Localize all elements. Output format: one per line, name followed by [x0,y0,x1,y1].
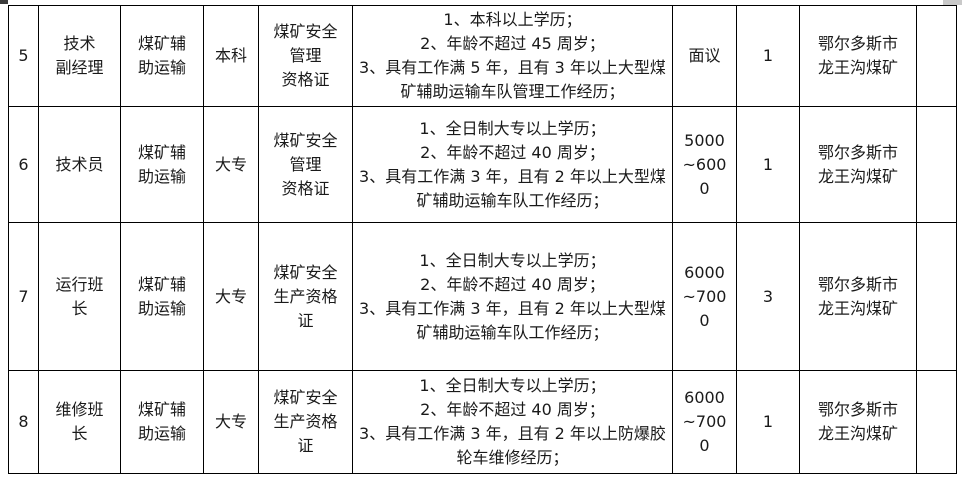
cell-count: 1 [736,106,800,223]
department: 煤矿辅 助运输 [137,34,186,77]
education: 大专 [214,286,247,306]
row-number: 7 [18,286,29,306]
cell-salary: 面议 [672,5,737,107]
position-title: 技术 副经理 [55,34,104,77]
cell-row-number: 8 [8,370,39,474]
requirement-item: 3、具有工作满 3 年，且有 2 年以上大型煤矿辅助运输车队工作经历； [359,166,666,210]
salary: 面议 [688,46,721,66]
requirement-item: 3、具有工作满 3 年，且有 2 年以上大型煤矿辅助运输车队工作经历； [359,298,666,342]
cell-row-number: 5 [8,5,39,107]
requirement-item: 1、本科以上学历； [443,10,582,29]
cell-location: 鄂尔多斯市 龙王沟煤矿 [799,106,917,223]
table-row: 5 技术 副经理 煤矿辅 助运输 本科 煤矿安全 管理 资格证 1、本科以上学历… [8,5,957,107]
position-title: 维修班 长 [55,400,104,443]
position-title: 技术员 [55,154,104,174]
cell-position: 技术 副经理 [38,5,121,107]
cell-row-number: 6 [8,106,39,223]
certificate: 煤矿安全 生产资格 证 [273,262,338,330]
position-title: 运行班 长 [55,274,104,318]
cell-education: 大专 [203,370,259,474]
cell-department: 煤矿辅 助运输 [120,370,204,474]
department: 煤矿辅 助运输 [137,142,186,186]
cell-certificate: 煤矿安全 生产资格 证 [258,222,353,371]
requirement-item: 3、具有工作满 5 年，且有 3 年以上大型煤矿辅助运输车队管理工作经历； [359,58,666,101]
cell-department: 煤矿辅 助运输 [120,5,204,107]
requirement-item: 1、全日制大专以上学历； [419,118,606,138]
salary: 6000~7000 [682,262,727,330]
cell-education: 大专 [203,222,259,371]
cell-requirements: 1、全日制大专以上学历； 2、年龄不超过 40 周岁； 3、具有工作满 3 年，… [352,222,673,371]
requirement-item: 3、具有工作满 3 年，且有 2 年以上防爆胶轮车维修经历； [359,424,666,467]
education: 大专 [214,154,247,174]
cell-row-number: 7 [8,222,39,371]
cell-certificate: 煤矿安全 生产资格 证 [258,370,353,474]
work-location: 鄂尔多斯市 龙王沟煤矿 [817,274,898,318]
cell-certificate: 煤矿安全 管理 资格证 [258,5,353,107]
table-row: 8 维修班 长 煤矿辅 助运输 大专 煤矿安全 生产资格 证 1、全日制大专以上… [8,370,957,474]
salary: 5000~6000 [682,130,727,198]
cell-department: 煤矿辅 助运输 [120,106,204,223]
table-corner-mark [0,0,8,4]
work-location: 鄂尔多斯市 龙王沟煤矿 [817,400,898,443]
department: 煤矿辅 助运输 [137,400,186,443]
headcount: 1 [762,46,774,65]
requirement-item: 2、年龄不超过 40 周岁； [420,142,605,162]
requirement-item: 2、年龄不超过 40 周岁； [420,400,605,419]
cell-education: 大专 [203,106,259,223]
cell-location: 鄂尔多斯市 龙王沟煤矿 [799,370,917,474]
cell-position: 技术员 [38,106,121,223]
row-number: 8 [18,412,29,431]
certificate: 煤矿安全 管理 资格证 [273,130,338,198]
cell-certificate: 煤矿安全 管理 资格证 [258,106,353,223]
requirement-item: 1、全日制大专以上学历； [419,250,606,270]
headcount: 3 [762,286,774,306]
cell-requirements: 1、全日制大专以上学历； 2、年龄不超过 40 周岁； 3、具有工作满 3 年，… [352,370,673,474]
table-row: 6 技术员 煤矿辅 助运输 大专 煤矿安全 管理 资格证 1、全日制大专以上学历… [8,106,957,223]
cell-education: 本科 [203,5,259,107]
requirement-item: 2、年龄不超过 45 周岁； [420,34,605,53]
certificate: 煤矿安全 生产资格 证 [273,388,338,455]
headcount: 1 [762,412,774,431]
job-table: 5 技术 副经理 煤矿辅 助运输 本科 煤矿安全 管理 资格证 1、本科以上学历… [8,5,957,474]
row-number: 6 [18,154,29,174]
requirement-item: 1、全日制大专以上学历； [419,376,606,395]
cell-position: 运行班 长 [38,222,121,371]
cell-count: 3 [736,222,800,371]
cell-salary: 5000~6000 [672,106,737,223]
cell-department: 煤矿辅 助运输 [120,222,204,371]
cell-note [916,106,957,223]
department: 煤矿辅 助运输 [137,274,186,318]
cell-note [916,222,957,371]
cell-note [916,370,957,474]
cell-position: 维修班 长 [38,370,121,474]
scrollbar-fragment[interactable] [943,0,962,5]
cell-salary: 6000~7000 [672,370,737,474]
cell-requirements: 1、全日制大专以上学历； 2、年龄不超过 40 周岁； 3、具有工作满 3 年，… [352,106,673,223]
certificate: 煤矿安全 管理 资格证 [273,22,338,89]
education: 本科 [214,46,247,65]
table-row: 7 运行班 长 煤矿辅 助运输 大专 煤矿安全 生产资格 证 1、全日制大专以上… [8,222,957,371]
work-location: 鄂尔多斯市 龙王沟煤矿 [817,142,898,186]
cell-count: 1 [736,370,800,474]
headcount: 1 [762,154,774,174]
education: 大专 [214,412,247,431]
requirement-item: 2、年龄不超过 40 周岁； [420,274,605,294]
salary: 6000~7000 [682,388,727,455]
work-location: 鄂尔多斯市 龙王沟煤矿 [817,34,898,77]
cell-salary: 6000~7000 [672,222,737,371]
cell-requirements: 1、本科以上学历； 2、年龄不超过 45 周岁； 3、具有工作满 5 年，且有 … [352,5,673,107]
cell-location: 鄂尔多斯市 龙王沟煤矿 [799,5,917,107]
cell-note [916,5,957,107]
cell-count: 1 [736,5,800,107]
row-number: 5 [18,46,29,65]
cell-location: 鄂尔多斯市 龙王沟煤矿 [799,222,917,371]
